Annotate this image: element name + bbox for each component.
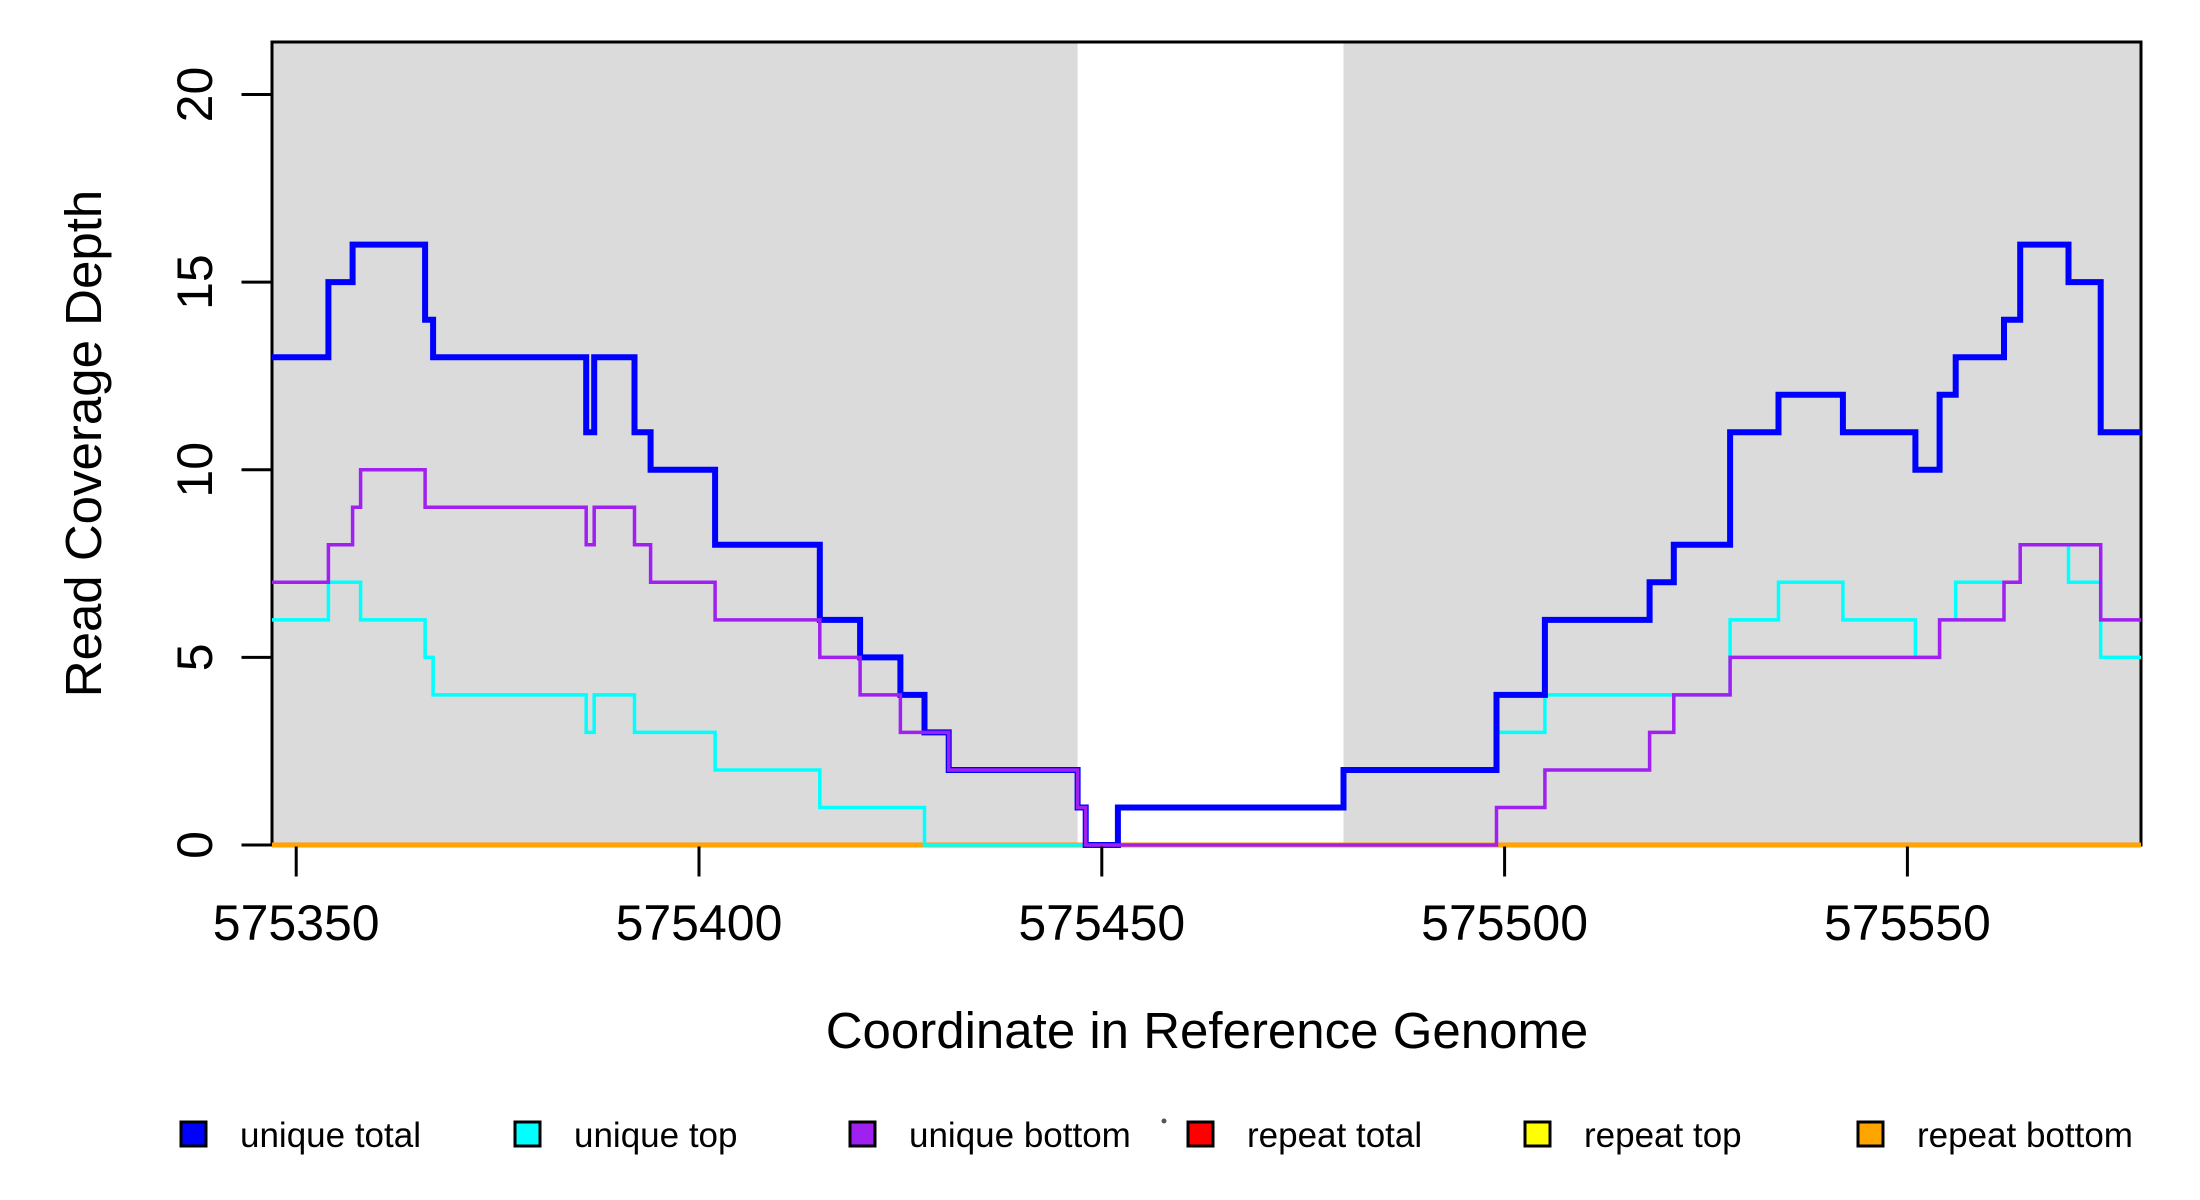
- y-tick-label: 5: [167, 643, 223, 671]
- legend-label-unique-bottom: unique bottom: [909, 1116, 1131, 1155]
- series-lines: [272, 241, 2141, 848]
- x-tick-label: 575500: [1421, 895, 1588, 951]
- shaded-region: [1343, 43, 2141, 847]
- y-axis: 0 5 10 15 20: [167, 67, 271, 859]
- y-tick-label: 20: [167, 67, 223, 123]
- x-tick-label: 575550: [1824, 895, 1991, 951]
- x-tick-label: 575350: [213, 895, 380, 951]
- legend-label-unique-total: unique total: [240, 1116, 421, 1155]
- legend-swatch-unique-total: [179, 1120, 208, 1148]
- x-tick-label: 575400: [616, 895, 783, 951]
- shaded-region: [272, 43, 1078, 847]
- x-axis-title: Coordinate in Reference Genome: [826, 1002, 1589, 1059]
- legend-label-repeat-total: repeat total: [1247, 1116, 1422, 1155]
- y-axis-title: Read Coverage Depth: [55, 190, 112, 698]
- legend-swatch-repeat-bottom: [1856, 1120, 1885, 1148]
- legend-swatch-repeat-total: [1186, 1120, 1215, 1148]
- stray-dot-artifact: [1161, 1118, 1167, 1124]
- series-line-unique-bottom: [272, 468, 2141, 847]
- legend-label-repeat-top: repeat top: [1584, 1116, 1742, 1155]
- legend-label-repeat-bottom: repeat bottom: [1917, 1116, 2133, 1155]
- legend-swatch-unique-bottom: [848, 1120, 877, 1148]
- shaded-regions: [272, 43, 2141, 847]
- x-tick-label: 575450: [1018, 895, 1185, 951]
- y-tick-label: 15: [167, 254, 223, 310]
- legend: unique total unique top unique bottom repea…: [179, 1116, 2133, 1155]
- x-axis: 575350 575400 575450 575500 575550: [213, 846, 1991, 951]
- legend-swatch-unique-top: [513, 1120, 542, 1148]
- y-tick-label: 0: [167, 831, 223, 859]
- y-tick-label: 10: [167, 442, 223, 498]
- legend-swatch-repeat-top: [1523, 1120, 1552, 1148]
- legend-label-unique-top: unique top: [574, 1116, 737, 1155]
